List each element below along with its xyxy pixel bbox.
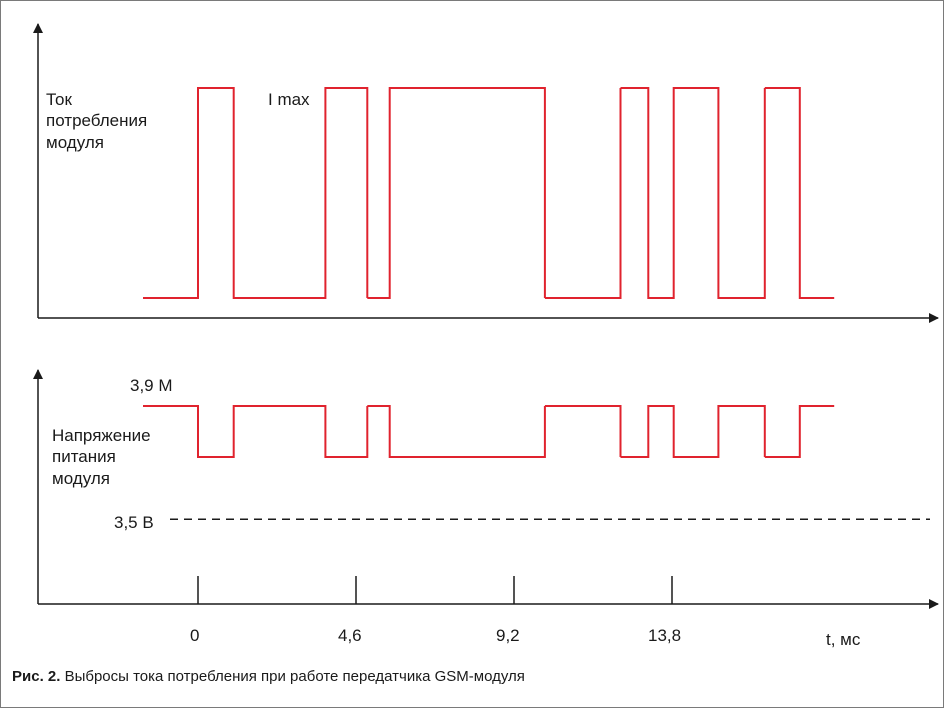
voltage-trace-segment [143,405,369,458]
x-tick-label: 9,2 [496,626,520,645]
caption-label: Рис. 2. [12,668,61,685]
x-tick-label: 13,8 [648,626,682,645]
figure-caption: Рис. 2. Выбросы тока потребления при раб… [12,668,525,685]
voltage-ylabel-line: питания [52,447,116,467]
current-trace-segment [544,88,622,299]
current-ylabel-line: потребления [46,111,148,131]
voltage-ylabel-line: модуля [52,468,110,488]
current-trace-segment [620,87,766,299]
voltage-trace [143,405,835,458]
voltage-trace-segment [764,405,835,458]
current-ylabel: Ток потребления модуля [46,89,147,153]
current-ylabel-line: Ток [46,90,72,109]
current-trace-segment [143,87,369,299]
reference-line-label: 3,5 В [114,513,154,532]
current-trace-segment [367,87,546,299]
voltage-ylabel: Напряжение питания модуля [52,425,151,489]
x-tick-label: 4,6 [338,626,362,645]
voltage-level-label: 3,9 М [130,376,173,395]
imax-annotation: I max [268,90,310,109]
x-tick-label: 0 [190,626,200,645]
voltage-trace-segment [620,405,766,458]
voltage-ylabel-line: Напряжение [52,426,151,445]
voltage-trace-segment [544,405,622,457]
current-trace [143,87,835,299]
voltage-trace-segment [367,405,546,458]
x-axis-label: t, мс [826,630,861,649]
caption-text: Выбросы тока потребления при работе пере… [60,668,525,685]
current-trace-segment [764,87,835,299]
current-ylabel-line: модуля [46,132,104,152]
x-ticks [197,576,673,604]
